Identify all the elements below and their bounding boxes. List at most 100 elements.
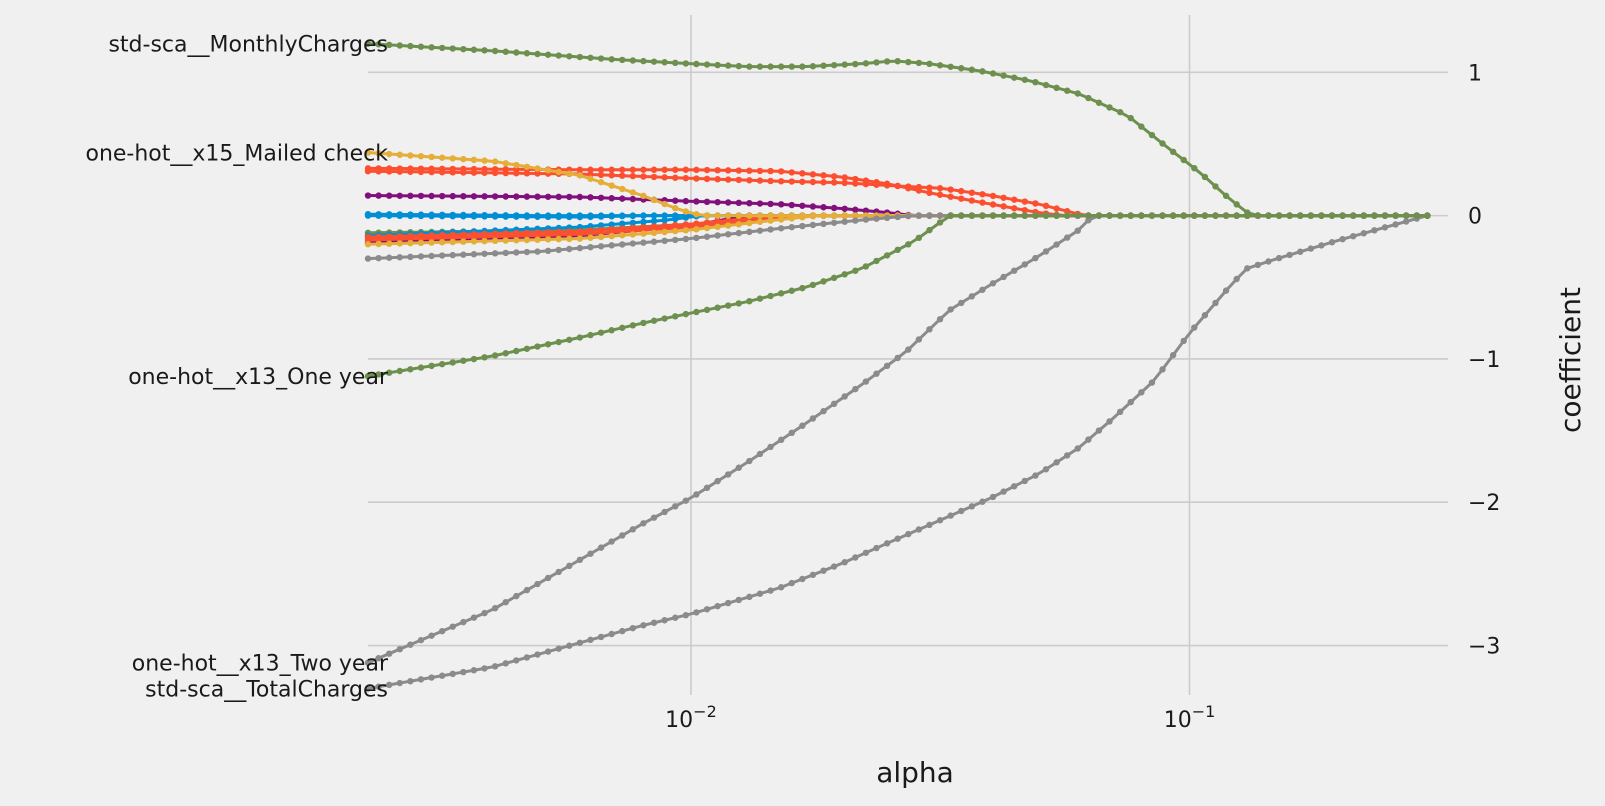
data-point bbox=[534, 213, 541, 220]
feature-label: one-hot__x15_Mailed check bbox=[85, 142, 388, 167]
data-point bbox=[724, 212, 732, 219]
data-point bbox=[809, 178, 817, 186]
data-point bbox=[396, 212, 403, 220]
data-point bbox=[1392, 212, 1399, 219]
data-point bbox=[1063, 452, 1071, 459]
data-point bbox=[830, 400, 838, 408]
data-point bbox=[513, 347, 520, 355]
data-point bbox=[650, 514, 658, 521]
data-point bbox=[629, 195, 637, 203]
data-point bbox=[756, 167, 764, 175]
data-point bbox=[1371, 227, 1378, 234]
data-point bbox=[746, 593, 753, 601]
data-point bbox=[1032, 254, 1039, 262]
data-point bbox=[1127, 114, 1134, 122]
data-point bbox=[566, 213, 573, 221]
data-point bbox=[428, 674, 435, 681]
data-point bbox=[1402, 212, 1410, 219]
data-point bbox=[1159, 212, 1166, 219]
data-point bbox=[1074, 445, 1081, 452]
data-point bbox=[767, 217, 774, 224]
data-point bbox=[1265, 258, 1272, 265]
data-point bbox=[364, 165, 372, 172]
data-point bbox=[1085, 217, 1092, 224]
data-point bbox=[820, 172, 827, 179]
data-point bbox=[830, 274, 838, 282]
data-point bbox=[1063, 87, 1071, 94]
data-point bbox=[555, 213, 562, 221]
data-point bbox=[576, 166, 584, 173]
data-point bbox=[1106, 104, 1113, 111]
data-point bbox=[364, 659, 372, 666]
data-point bbox=[915, 526, 923, 533]
data-point bbox=[502, 193, 509, 200]
data-point bbox=[936, 62, 944, 69]
y-tick-label: −2 bbox=[1468, 491, 1500, 516]
data-point bbox=[841, 271, 848, 278]
data-point bbox=[650, 238, 658, 245]
data-point bbox=[1212, 212, 1219, 219]
data-point bbox=[1180, 156, 1187, 164]
data-point bbox=[534, 193, 541, 200]
data-point bbox=[905, 58, 912, 66]
data-point bbox=[1053, 459, 1060, 466]
data-point bbox=[661, 237, 668, 245]
data-point bbox=[428, 44, 435, 51]
data-point bbox=[703, 224, 711, 232]
data-point bbox=[566, 170, 573, 177]
data-point bbox=[576, 334, 584, 341]
data-point bbox=[364, 212, 372, 219]
data-point bbox=[587, 223, 594, 230]
data-point bbox=[926, 326, 933, 333]
data-point bbox=[746, 167, 753, 174]
data-point bbox=[460, 193, 467, 200]
data-point bbox=[364, 372, 372, 380]
data-point bbox=[1328, 212, 1336, 219]
data-point bbox=[1201, 173, 1209, 181]
data-point bbox=[1042, 202, 1050, 210]
data-point bbox=[1148, 379, 1156, 386]
data-point bbox=[756, 450, 764, 458]
data-point bbox=[1244, 209, 1251, 216]
data-point bbox=[428, 239, 435, 246]
data-point bbox=[767, 167, 774, 175]
data-point bbox=[979, 286, 986, 293]
data-point bbox=[566, 235, 573, 243]
data-point bbox=[1021, 198, 1029, 205]
data-point bbox=[820, 567, 827, 574]
x-tick-label: 10−2 bbox=[665, 702, 717, 733]
data-point bbox=[894, 213, 901, 221]
data-point bbox=[894, 182, 901, 190]
data-point bbox=[746, 219, 753, 227]
data-point bbox=[693, 175, 700, 182]
data-point bbox=[629, 231, 637, 238]
data-point bbox=[587, 194, 594, 201]
data-point bbox=[693, 234, 700, 242]
data-point bbox=[1042, 81, 1050, 89]
data-point bbox=[640, 230, 647, 237]
data-point bbox=[1339, 235, 1346, 243]
data-point bbox=[576, 556, 584, 564]
data-point bbox=[597, 633, 605, 641]
data-point bbox=[979, 212, 986, 219]
data-point bbox=[1286, 212, 1293, 219]
data-point bbox=[926, 184, 933, 191]
data-point bbox=[703, 484, 711, 492]
data-point bbox=[1169, 212, 1177, 219]
data-point bbox=[820, 278, 827, 285]
data-point bbox=[1371, 212, 1378, 219]
data-point bbox=[407, 366, 414, 373]
data-point bbox=[915, 59, 923, 67]
data-point bbox=[481, 157, 488, 164]
data-point bbox=[862, 216, 870, 223]
data-point bbox=[979, 68, 986, 75]
data-point bbox=[470, 213, 478, 220]
data-point bbox=[629, 189, 637, 196]
data-point bbox=[396, 645, 403, 653]
data-point bbox=[1297, 212, 1304, 219]
data-point bbox=[407, 253, 414, 261]
data-point bbox=[735, 596, 742, 604]
data-point bbox=[438, 672, 446, 679]
data-point bbox=[619, 220, 626, 227]
data-point bbox=[703, 606, 711, 613]
